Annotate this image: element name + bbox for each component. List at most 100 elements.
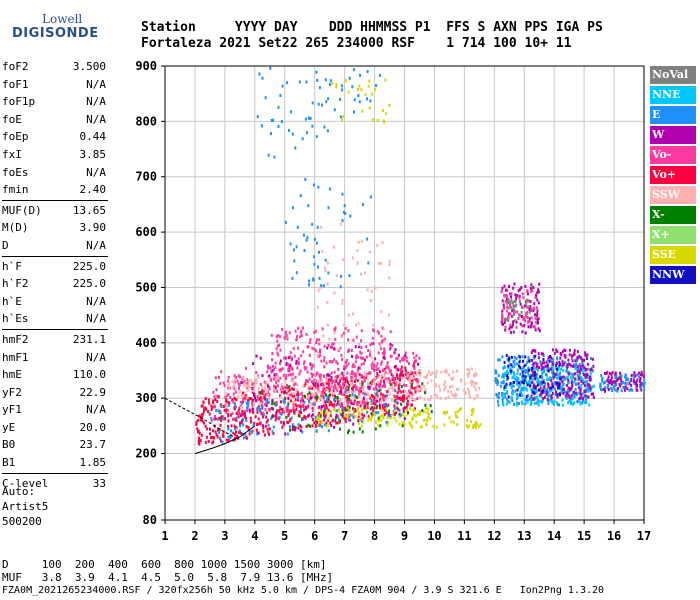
echo-point	[625, 377, 628, 381]
echo-point	[308, 341, 311, 345]
echo-point	[224, 392, 227, 396]
echo-point	[533, 386, 535, 390]
echo-point	[386, 416, 389, 419]
echo-point	[239, 424, 241, 428]
echo-point	[524, 402, 527, 406]
parameter-row: fmin 2.40	[2, 181, 162, 199]
echo-point	[366, 406, 369, 410]
echo-point	[332, 408, 335, 411]
echo-point	[271, 364, 274, 368]
echo-point	[500, 381, 503, 385]
echo-point	[517, 317, 520, 320]
echo-point	[369, 384, 371, 388]
echo-point	[503, 321, 506, 324]
echo-point	[305, 80, 308, 84]
echo-point	[511, 384, 514, 388]
echo-point	[505, 382, 508, 386]
echo-point	[311, 409, 314, 412]
echo-point	[584, 394, 587, 398]
echo-point	[356, 249, 359, 252]
echo-point	[384, 371, 387, 375]
echo-point	[282, 401, 285, 405]
echo-point	[379, 397, 382, 401]
echo-point	[425, 376, 428, 380]
echo-point	[297, 426, 300, 430]
echo-point	[580, 383, 583, 387]
echo-point	[610, 378, 613, 382]
echo-point	[524, 398, 527, 402]
echo-point	[271, 402, 274, 406]
echo-point	[348, 390, 351, 394]
echo-point	[544, 388, 547, 392]
echo-point	[408, 373, 411, 377]
echo-point	[317, 384, 320, 388]
echo-point	[468, 393, 471, 397]
echo-point	[524, 331, 527, 335]
echo-point	[328, 373, 331, 377]
echo-point	[386, 390, 389, 393]
echo-point	[308, 283, 310, 287]
echo-point	[212, 390, 215, 394]
echo-point	[343, 380, 346, 384]
echo-point	[294, 375, 297, 379]
echo-point	[261, 398, 264, 402]
echo-point	[474, 388, 477, 392]
echo-point	[625, 382, 628, 386]
echo-point	[351, 382, 354, 386]
echo-point	[291, 387, 294, 391]
echo-point	[262, 426, 265, 430]
echo-point	[240, 431, 243, 435]
echo-point	[506, 300, 509, 304]
echo-point	[259, 356, 262, 360]
echo-point	[430, 372, 432, 376]
x-tick-label: 17	[637, 529, 651, 543]
echo-point	[334, 399, 337, 403]
echo-point	[641, 373, 643, 377]
echo-point	[508, 368, 511, 372]
echo-point	[347, 329, 350, 333]
parameter-row: hmF1 N/A	[2, 349, 162, 367]
echo-point	[426, 381, 429, 385]
echo-point	[393, 365, 396, 369]
echo-point	[279, 94, 282, 97]
echo-point	[510, 295, 513, 299]
echo-point	[272, 407, 274, 411]
echo-point	[222, 430, 225, 434]
echo-point	[216, 394, 219, 398]
echo-point	[225, 402, 228, 406]
echo-point	[311, 402, 314, 406]
echo-point	[244, 381, 247, 385]
echo-point	[396, 375, 399, 378]
echo-point	[579, 356, 582, 360]
echo-point	[292, 405, 295, 409]
echo-point	[372, 359, 375, 363]
echo-point	[379, 400, 382, 404]
echo-point	[369, 195, 372, 199]
echo-point	[583, 400, 586, 404]
echo-point	[227, 435, 230, 439]
echo-point	[268, 396, 271, 400]
echo-point	[640, 388, 643, 392]
echo-point	[245, 401, 248, 405]
echo-point	[281, 408, 284, 411]
echo-point	[529, 380, 532, 384]
echo-point	[225, 408, 228, 412]
echo-point	[416, 397, 419, 401]
echo-point	[233, 406, 236, 410]
echo-point	[296, 388, 299, 392]
echo-point	[564, 360, 567, 364]
echo-point	[619, 371, 622, 375]
echo-point	[305, 238, 308, 242]
echo-point	[281, 425, 284, 429]
echo-point	[221, 433, 224, 437]
echo-point	[314, 425, 317, 428]
echo-point	[345, 395, 348, 399]
parameter-name: M(D)	[2, 221, 29, 235]
echo-point	[210, 416, 213, 420]
echo-point	[197, 429, 200, 433]
echo-point	[276, 339, 279, 343]
echo-point	[536, 318, 539, 322]
echo-point	[553, 381, 556, 385]
echo-point	[353, 411, 355, 415]
echo-point	[526, 289, 529, 293]
